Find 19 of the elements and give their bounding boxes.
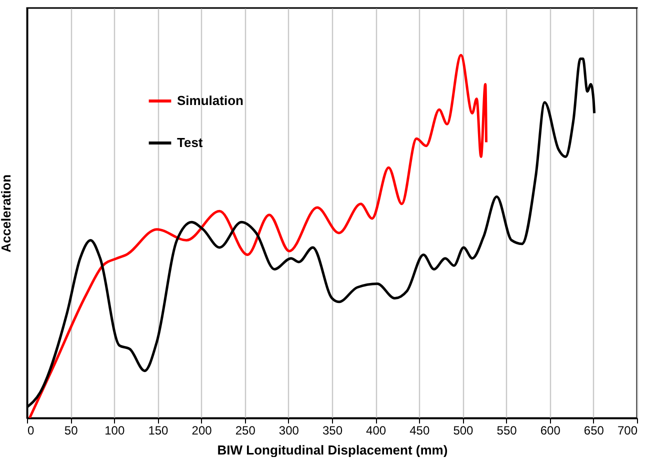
x-tick-label: 100 <box>104 424 125 438</box>
x-tick-label: 650 <box>584 424 604 438</box>
x-tick-label: 500 <box>453 424 474 438</box>
x-tick-label: 300 <box>278 424 300 438</box>
x-tick-label: 600 <box>540 424 561 438</box>
x-tick-label: 550 <box>496 424 518 438</box>
x-tick-label: 700 <box>617 424 638 438</box>
x-tick-label: 250 <box>235 424 256 438</box>
legend-label: Simulation <box>177 93 244 108</box>
x-tick-label: 450 <box>410 424 430 438</box>
legend-label: Test <box>177 135 204 150</box>
y-axis-title: Acceleration <box>0 174 14 253</box>
x-tick-label: 400 <box>366 424 386 438</box>
x-tick-label: 50 <box>64 424 78 438</box>
x-tick-label: 0 <box>28 424 34 438</box>
x-tick-label: 350 <box>322 424 343 438</box>
x-axis-title: BIW Longitudinal Displacement (mm) <box>217 442 448 458</box>
x-tick-label: 200 <box>192 424 212 438</box>
x-tick-label: 150 <box>148 424 169 438</box>
